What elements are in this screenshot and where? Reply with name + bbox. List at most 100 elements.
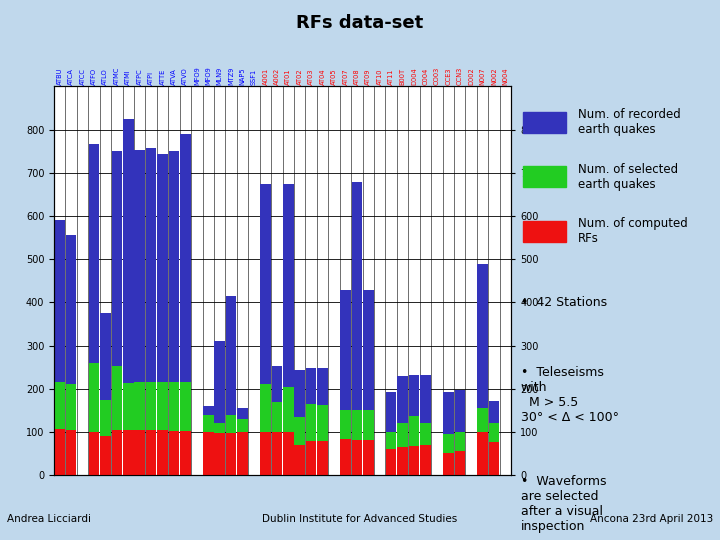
Bar: [420, 375, 431, 475]
Bar: [363, 291, 374, 475]
Bar: [215, 341, 225, 475]
Text: •  Waveforms
are selected
after a visual
inspection: • Waveforms are selected after a visual …: [521, 475, 606, 533]
Bar: [271, 366, 282, 475]
Bar: [215, 433, 225, 475]
Bar: [318, 405, 328, 475]
Bar: [260, 384, 271, 475]
Bar: [55, 382, 65, 475]
Bar: [112, 151, 122, 475]
Bar: [238, 408, 248, 475]
Bar: [283, 387, 294, 475]
Bar: [306, 441, 316, 475]
Bar: [454, 390, 465, 475]
Text: Num. of selected
earth quakes: Num. of selected earth quakes: [578, 163, 678, 191]
Bar: [158, 382, 168, 475]
Bar: [135, 382, 145, 475]
Bar: [443, 453, 454, 475]
Bar: [238, 419, 248, 475]
Text: Andrea Licciardi: Andrea Licciardi: [7, 515, 91, 524]
Bar: [318, 368, 328, 475]
Bar: [168, 151, 179, 475]
Bar: [386, 392, 397, 475]
Bar: [294, 417, 305, 475]
Bar: [146, 430, 156, 475]
Bar: [523, 112, 566, 133]
Bar: [294, 445, 305, 475]
Bar: [523, 166, 566, 187]
Bar: [89, 144, 99, 475]
Text: •  Teleseisms
with
  M > 5.5
30° < Δ < 100°: • Teleseisms with M > 5.5 30° < Δ < 100°: [521, 366, 618, 424]
Bar: [112, 366, 122, 475]
Bar: [283, 184, 294, 475]
Bar: [215, 423, 225, 475]
Bar: [55, 429, 65, 475]
Bar: [66, 234, 76, 475]
Bar: [260, 184, 271, 475]
Bar: [238, 432, 248, 475]
Bar: [489, 401, 499, 475]
Bar: [158, 430, 168, 475]
Bar: [66, 384, 76, 475]
Bar: [294, 370, 305, 475]
Bar: [203, 406, 214, 475]
Bar: [260, 432, 271, 475]
Bar: [489, 442, 499, 475]
Bar: [146, 148, 156, 475]
Bar: [397, 376, 408, 475]
Bar: [55, 220, 65, 475]
Text: •  42 Stations: • 42 Stations: [521, 296, 607, 309]
Bar: [341, 291, 351, 475]
Bar: [420, 445, 431, 475]
Bar: [386, 449, 397, 475]
Bar: [203, 415, 214, 475]
Bar: [226, 433, 236, 475]
Bar: [226, 296, 236, 475]
Bar: [203, 432, 214, 475]
Bar: [283, 432, 294, 475]
Bar: [341, 410, 351, 475]
Bar: [146, 382, 156, 475]
Bar: [135, 150, 145, 475]
Bar: [409, 416, 419, 475]
Bar: [123, 430, 133, 475]
Bar: [454, 451, 465, 475]
Bar: [489, 423, 499, 475]
Bar: [123, 119, 133, 475]
Bar: [409, 446, 419, 475]
Bar: [123, 383, 133, 475]
Bar: [341, 440, 351, 475]
Bar: [351, 440, 362, 475]
Bar: [477, 408, 488, 475]
Bar: [168, 382, 179, 475]
Bar: [100, 436, 111, 475]
Text: Num. of recorded
earth quakes: Num. of recorded earth quakes: [578, 109, 681, 137]
Bar: [306, 404, 316, 475]
Bar: [363, 440, 374, 475]
Bar: [420, 423, 431, 475]
Bar: [158, 154, 168, 475]
Bar: [409, 375, 419, 475]
Bar: [180, 431, 191, 475]
Bar: [180, 134, 191, 475]
Bar: [100, 313, 111, 475]
Bar: [66, 430, 76, 475]
Bar: [397, 447, 408, 475]
Bar: [477, 432, 488, 475]
Bar: [168, 431, 179, 475]
Bar: [271, 432, 282, 475]
Bar: [454, 432, 465, 475]
Bar: [100, 400, 111, 475]
Bar: [89, 363, 99, 475]
Bar: [135, 430, 145, 475]
Bar: [226, 415, 236, 475]
Text: Num. of computed
RFs: Num. of computed RFs: [578, 217, 688, 245]
Text: RFs data-set: RFs data-set: [297, 14, 423, 31]
Bar: [443, 392, 454, 475]
Bar: [363, 410, 374, 475]
Bar: [180, 382, 191, 475]
Bar: [318, 441, 328, 475]
Bar: [351, 409, 362, 475]
Bar: [386, 432, 397, 475]
Bar: [523, 220, 566, 242]
Bar: [443, 434, 454, 475]
